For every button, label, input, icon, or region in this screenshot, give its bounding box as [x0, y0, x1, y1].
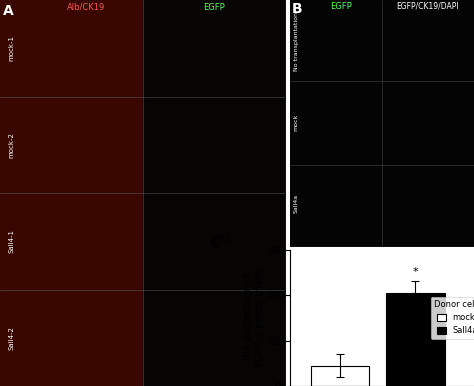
Text: Sall4a: Sall4a [293, 195, 299, 213]
Text: mock-1: mock-1 [9, 35, 15, 61]
Text: Sall4-1: Sall4-1 [9, 229, 15, 253]
Text: A: A [3, 4, 14, 18]
Text: EGFP/CK19/DAPI: EGFP/CK19/DAPI [397, 2, 459, 11]
Text: EGFP: EGFP [330, 2, 352, 11]
Text: mock-2: mock-2 [9, 132, 15, 158]
Text: Alb/CK19: Alb/CK19 [66, 3, 105, 12]
Y-axis label: The percentage of
EGFP + portal triads: The percentage of EGFP + portal triads [244, 268, 265, 367]
Bar [311, 366, 369, 386]
Legend: mock, Sall4a: mock, Sall4a [431, 297, 474, 339]
Text: *: * [413, 267, 418, 277]
Text: No transplantation: No transplantation [293, 12, 299, 71]
Text: mock: mock [293, 114, 299, 132]
Text: EGFP: EGFP [203, 3, 225, 12]
Text: Sall4-2: Sall4-2 [9, 326, 15, 350]
Text: B: B [292, 2, 302, 17]
Bar [386, 293, 445, 386]
Text: (%): (%) [213, 234, 229, 244]
Text: C: C [209, 236, 219, 250]
